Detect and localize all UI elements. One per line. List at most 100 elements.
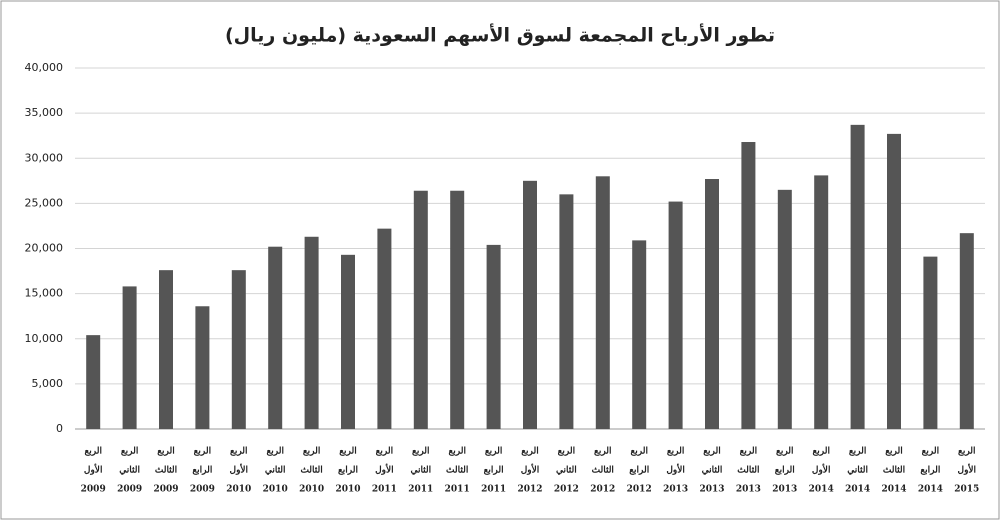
x-tick-label: الثالث (883, 465, 905, 476)
y-tick-label: 35,000 (25, 106, 64, 119)
x-tick-label: 2009 (117, 485, 142, 495)
bar (668, 201, 683, 429)
bar (450, 190, 465, 429)
bar (705, 179, 719, 429)
x-tick-label: الأول (375, 464, 394, 476)
bar (122, 286, 137, 429)
x-tick-label: 2009 (190, 485, 215, 495)
bar (268, 246, 283, 429)
chart-title: تطور الأرباح المجمعة لسوق الأسهم السعودي… (225, 24, 775, 47)
x-tick-label: الربع (339, 446, 357, 457)
x-tick-label: الثاني (702, 465, 723, 476)
bar (341, 254, 355, 429)
x-tick-label: الربع (303, 446, 321, 457)
x-tick-label: 2013 (736, 485, 761, 495)
bar (377, 228, 392, 429)
x-tick-label: الربع (958, 446, 976, 457)
x-tick-label: 2012 (554, 485, 579, 495)
x-tick-label: الربع (412, 446, 430, 457)
bar (413, 190, 428, 429)
x-tick-label: الثاني (265, 465, 286, 476)
x-tick-label: 2010 (299, 485, 324, 495)
x-tick-label: الثالث (446, 465, 468, 476)
x-tick-label: 2014 (809, 485, 834, 495)
x-tick-label: الثاني (119, 465, 140, 476)
bar (195, 306, 210, 429)
x-tick-label: 2009 (153, 485, 178, 495)
x-tick-label: الربع (885, 446, 903, 457)
x-tick-label: الثاني (847, 465, 868, 476)
bar (923, 256, 938, 429)
x-tick-label: الربع (594, 446, 612, 457)
x-tick-label: الربع (812, 446, 830, 457)
x-tick-label: الربع (849, 446, 867, 457)
x-tick-label: الربع (776, 446, 794, 457)
bar (741, 142, 756, 429)
x-tick-label: 2012 (627, 485, 652, 495)
x-tick-label: 2013 (663, 485, 688, 495)
x-tick-label: 2014 (918, 485, 943, 495)
bar (559, 194, 574, 429)
bar (86, 335, 101, 429)
x-tick-label: الربع (521, 446, 539, 457)
bar (850, 124, 865, 430)
x-tick-label: 2011 (408, 485, 433, 495)
x-tick-label: 2010 (263, 485, 288, 495)
x-tick-label: 2010 (335, 485, 360, 495)
x-tick-label: الرابع (920, 465, 940, 476)
x-tick-label: الثاني (556, 465, 577, 476)
y-tick-label: 5,000 (32, 377, 64, 390)
x-tick-label: 2010 (226, 485, 251, 495)
x-tick-label: الرابع (484, 465, 504, 476)
x-tick-label: الربع (230, 446, 248, 457)
x-tick-label: الثالث (592, 465, 614, 476)
x-tick-label: الربع (157, 446, 175, 457)
x-tick-label: الربع (121, 446, 139, 457)
x-tick-label: الرابع (629, 465, 649, 476)
x-tick-label: الربع (922, 446, 940, 457)
y-tick-label: 40,000 (25, 61, 64, 74)
x-tick-label: الرابع (338, 465, 358, 476)
x-tick-label: الربع (485, 446, 503, 457)
x-tick-label: الربع (667, 446, 685, 457)
x-tick-label: الرابع (775, 465, 795, 476)
x-tick-label: الربع (266, 446, 284, 457)
x-tick-label: الرابع (192, 465, 212, 476)
y-tick-label: 30,000 (25, 151, 64, 164)
y-tick-label: 15,000 (25, 287, 64, 300)
x-tick-label: 2012 (517, 485, 542, 495)
x-tick-label: الأول (84, 464, 103, 476)
x-tick-label: 2012 (590, 485, 615, 495)
x-tick-label: الأول (230, 464, 249, 476)
bar (887, 133, 901, 429)
bar (814, 175, 829, 429)
x-tick-label: الأول (812, 464, 831, 476)
x-tick-label: الربع (703, 446, 721, 457)
bar (486, 244, 501, 429)
x-tick-label: 2015 (954, 485, 979, 495)
x-tick-label: 2011 (445, 485, 470, 495)
x-tick-label: الثاني (410, 465, 431, 476)
x-tick-label: الثالث (155, 465, 177, 476)
x-tick-label: الربع (194, 446, 212, 457)
bar (304, 236, 319, 429)
bar (632, 240, 647, 429)
x-tick-label: 2013 (699, 485, 724, 495)
x-tick-label: الثالث (737, 465, 759, 476)
x-tick-label: الربع (376, 446, 394, 457)
bar (777, 189, 792, 429)
x-tick-label: الربع (84, 446, 102, 457)
x-tick-label: 2009 (81, 485, 106, 495)
x-tick-label: 2011 (481, 485, 506, 495)
x-tick-label: 2014 (845, 485, 870, 495)
x-tick-label: 2011 (372, 485, 397, 495)
bar (595, 176, 610, 429)
y-tick-label: 10,000 (25, 332, 64, 345)
y-tick-label: 0 (56, 422, 63, 435)
x-tick-label: الثالث (300, 465, 322, 476)
bar (523, 180, 537, 429)
y-tick-label: 25,000 (25, 196, 64, 209)
x-tick-label: 2014 (881, 485, 906, 495)
bar (959, 233, 974, 429)
